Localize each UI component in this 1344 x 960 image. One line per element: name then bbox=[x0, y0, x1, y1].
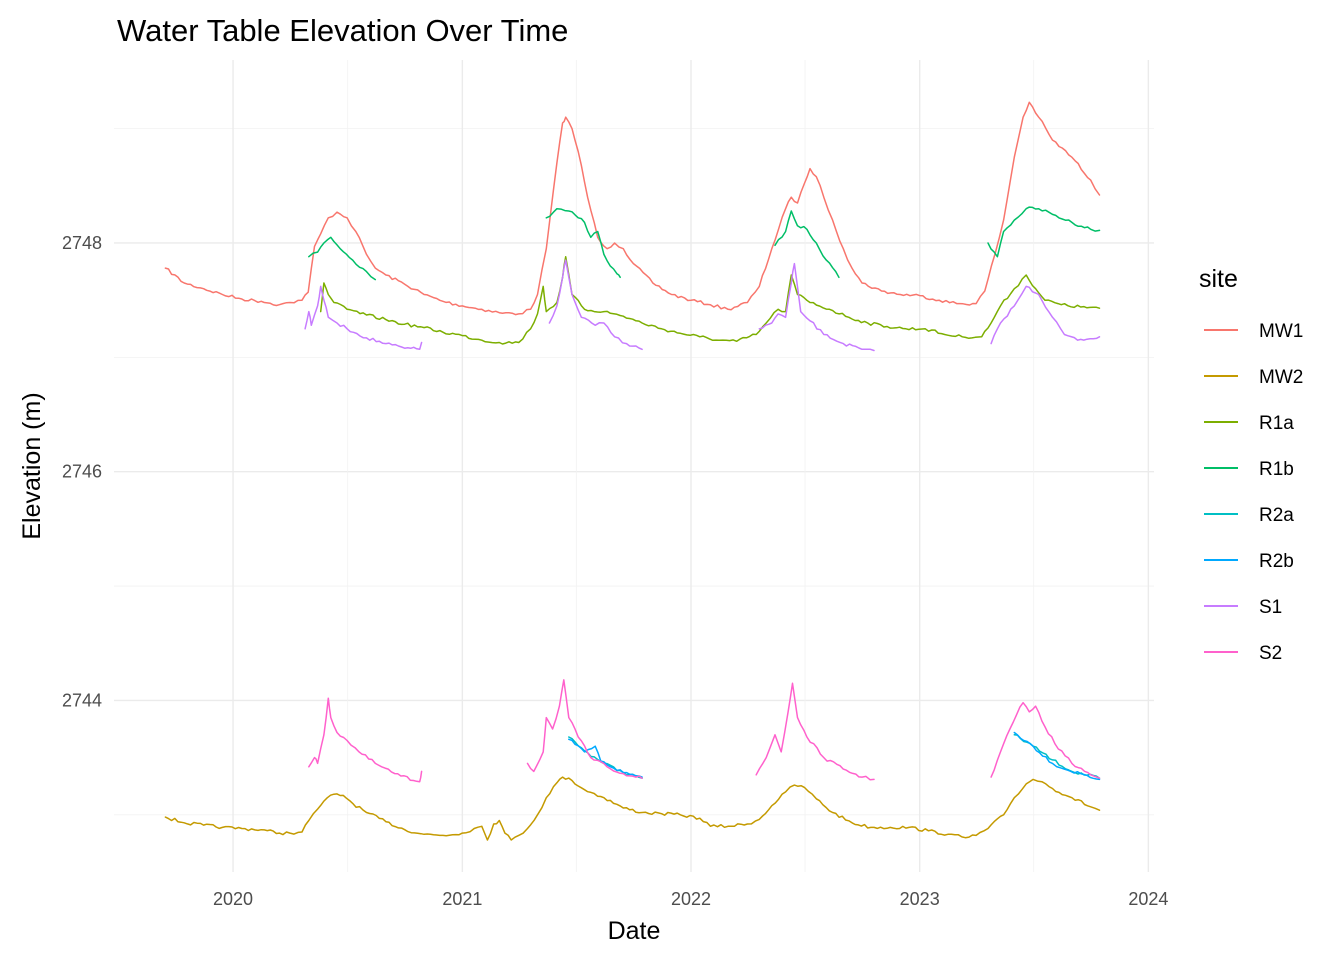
x-tick-label: 2023 bbox=[900, 889, 940, 909]
series-line-s1 bbox=[304, 285, 423, 351]
series-line-r1b bbox=[545, 207, 621, 279]
legend-label: R1a bbox=[1259, 413, 1294, 434]
series-mw2 bbox=[164, 776, 1101, 841]
chart-title: Water Table Elevation Over Time bbox=[117, 13, 568, 48]
x-tick-labels: 2020 2021 2022 2023 2024 bbox=[213, 889, 1168, 909]
series-r2b bbox=[568, 731, 1101, 781]
series-line-s1 bbox=[548, 259, 643, 351]
series-s1 bbox=[304, 259, 1101, 352]
legend-item-r2a: R2a bbox=[1204, 505, 1294, 526]
series-line-s2 bbox=[308, 697, 423, 783]
legend-label: S2 bbox=[1259, 643, 1282, 664]
legend: site MW1 MW2 R1a R1b R2a R2b S1 S2 bbox=[1199, 265, 1303, 664]
y-axis-title: Elevation (m) bbox=[18, 392, 46, 539]
legend-item-s1: S1 bbox=[1204, 597, 1282, 618]
legend-item-s2: S2 bbox=[1204, 643, 1282, 664]
series-line-r2b bbox=[568, 738, 643, 778]
series-line-r2b bbox=[1013, 731, 1101, 781]
legend-item-r1b: R1b bbox=[1204, 459, 1294, 480]
legend-label: R2b bbox=[1259, 551, 1294, 572]
x-tick-label: 2022 bbox=[671, 889, 711, 909]
y-tick-label: 2746 bbox=[62, 462, 102, 482]
series-r1a bbox=[319, 255, 1101, 345]
series-s2 bbox=[308, 679, 1101, 783]
legend-title: site bbox=[1199, 265, 1238, 293]
legend-label: R2a bbox=[1259, 505, 1294, 526]
series-line-s2 bbox=[755, 682, 875, 781]
series-r2a bbox=[568, 734, 1101, 779]
series-line-s1 bbox=[990, 285, 1101, 345]
legend-label: MW1 bbox=[1259, 321, 1303, 342]
x-tick-label: 2021 bbox=[442, 889, 482, 909]
series-line-s2 bbox=[526, 679, 643, 779]
legend-item-mw1: MW1 bbox=[1204, 321, 1303, 342]
legend-label: S1 bbox=[1259, 597, 1282, 618]
series-line-s2 bbox=[990, 701, 1101, 779]
legend-item-r2b: R2b bbox=[1204, 551, 1294, 572]
y-tick-label: 2748 bbox=[62, 233, 102, 253]
legend-label: MW2 bbox=[1259, 367, 1303, 388]
gridlines bbox=[114, 60, 1154, 872]
series-line-r1b bbox=[774, 210, 840, 279]
series-line-mw2 bbox=[164, 776, 1101, 841]
legend-item-mw2: MW2 bbox=[1204, 367, 1303, 388]
series-line-r1b bbox=[308, 236, 377, 281]
x-tick-label: 2020 bbox=[213, 889, 253, 909]
y-tick-label: 2744 bbox=[62, 690, 102, 710]
series-line-mw1 bbox=[164, 101, 1101, 316]
series-line-r1b bbox=[987, 206, 1101, 258]
series-line-r1a bbox=[319, 255, 1101, 345]
x-axis-title: Date bbox=[608, 917, 661, 945]
y-tick-labels: 2744 2746 2748 bbox=[62, 233, 102, 710]
series-r1b bbox=[308, 206, 1101, 281]
legend-label: R1b bbox=[1259, 459, 1294, 480]
series-layer bbox=[164, 101, 1101, 841]
series-line-s1 bbox=[758, 262, 875, 352]
x-tick-label: 2024 bbox=[1128, 889, 1168, 909]
series-mw1 bbox=[164, 101, 1101, 316]
legend-item-r1a: R1a bbox=[1204, 413, 1294, 434]
series-line-r2a bbox=[568, 736, 643, 779]
